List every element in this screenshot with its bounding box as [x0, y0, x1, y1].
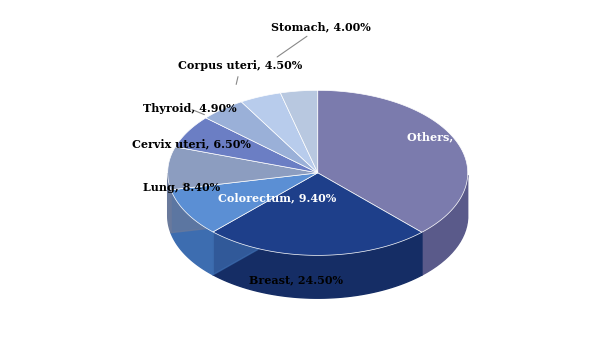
Polygon shape	[317, 90, 468, 232]
Text: Lung, 8.40%: Lung, 8.40%	[142, 182, 220, 193]
Polygon shape	[213, 232, 422, 298]
Polygon shape	[168, 147, 317, 190]
Text: Stomach, 4.00%: Stomach, 4.00%	[271, 21, 371, 57]
Text: Cervix uteri, 6.50%: Cervix uteri, 6.50%	[132, 139, 251, 150]
Text: Breast, 24.50%: Breast, 24.50%	[249, 275, 343, 285]
Polygon shape	[213, 173, 317, 275]
Polygon shape	[281, 90, 317, 173]
Polygon shape	[171, 173, 317, 232]
Text: Corpus uteri, 4.50%: Corpus uteri, 4.50%	[179, 60, 303, 84]
Polygon shape	[317, 173, 422, 275]
Polygon shape	[206, 102, 317, 173]
Polygon shape	[171, 173, 317, 233]
Text: Thyroid, 4.90%: Thyroid, 4.90%	[142, 103, 236, 114]
Polygon shape	[241, 93, 317, 173]
Polygon shape	[176, 118, 317, 173]
Polygon shape	[171, 190, 213, 275]
Text: Colorectum, 9.40%: Colorectum, 9.40%	[218, 192, 336, 203]
Polygon shape	[317, 173, 422, 275]
Polygon shape	[168, 173, 171, 233]
Polygon shape	[422, 175, 468, 275]
Polygon shape	[213, 173, 422, 255]
Polygon shape	[213, 173, 317, 275]
Text: Others, 37.80%: Others, 37.80%	[407, 132, 502, 143]
Polygon shape	[171, 173, 317, 233]
